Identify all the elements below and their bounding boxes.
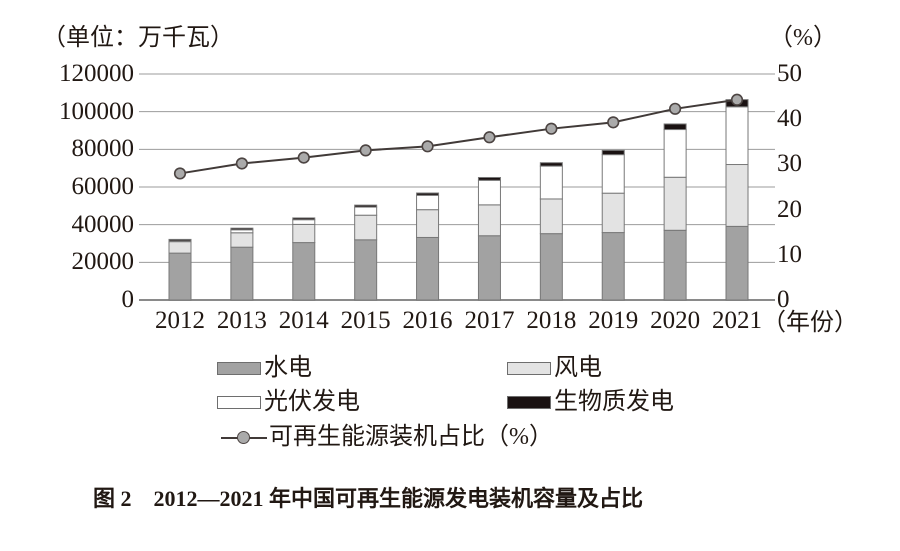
trend-marker-2016 — [421, 140, 434, 153]
bar-segment-wind-2016 — [416, 209, 440, 238]
bar-segment-hydro-2014 — [292, 242, 316, 301]
y-axis-right-tick-label: 0 — [777, 286, 790, 313]
x-axis-tick-label: 2019 — [588, 307, 639, 334]
bar-segment-hydro-2016 — [416, 236, 440, 301]
x-axis-tick-label: 2016 — [402, 307, 453, 334]
trend-marker-2012 — [173, 167, 187, 180]
y-axis-right-tick-label: 40 — [777, 105, 802, 133]
bar-segment-wind-2018 — [539, 198, 563, 235]
bar-segment-biomass-2012 — [168, 238, 192, 242]
bar-segment-solar-2018 — [539, 165, 563, 200]
bar-segment-wind-2020 — [663, 176, 687, 231]
left-axis-unit-label: （单位：万千瓦） — [42, 25, 234, 51]
x-axis-tick-label: 2021 — [712, 307, 762, 334]
y-axis-right-tick-label: 50 — [777, 60, 802, 87]
y-axis-left-tick-label: 20000 — [71, 248, 135, 276]
bar-segment-wind-2021 — [725, 164, 749, 227]
line-marker-glyph — [221, 426, 267, 450]
y-axis-left-tick-label: 100000 — [59, 97, 134, 125]
y-axis-left-tick-label: 0 — [121, 286, 135, 313]
trend-marker-2020 — [669, 102, 682, 115]
bar-segment-biomass-2015 — [354, 204, 378, 208]
x-axis-tick-label: 2014 — [278, 307, 329, 334]
legend-dot-icon — [237, 430, 250, 444]
right-axis-unit-label: （%） — [769, 25, 837, 51]
bar-segment-hydro-2019 — [601, 232, 625, 301]
bar-segment-wind-2019 — [601, 192, 625, 234]
bar-segment-solar-2016 — [416, 194, 440, 211]
bar-segment-solar-2021 — [725, 106, 749, 166]
bar-segment-biomass-2018 — [539, 162, 563, 167]
trend-marker-2015 — [359, 144, 372, 157]
trend-line — [179, 98, 738, 175]
bar-segment-hydro-2012 — [168, 252, 192, 301]
y-axis-right-tick-label: 10 — [777, 240, 802, 268]
y-axis-left-tick-label: 80000 — [71, 135, 135, 163]
wind-swatch — [507, 362, 551, 375]
bar-segment-solar-2015 — [354, 206, 378, 216]
bar-segment-biomass-2016 — [416, 192, 440, 196]
legend-item-biomass: 生物质发电 — [507, 389, 674, 416]
bar-segment-hydro-2021 — [725, 225, 749, 301]
legend-item-hydro: 水电 — [217, 355, 312, 382]
bar-segment-biomass-2019 — [601, 149, 625, 156]
bar-segment-biomass-2017 — [477, 176, 501, 181]
x-axis-unit-label: （年份） — [762, 310, 858, 336]
biomass-swatch — [507, 396, 551, 409]
bar-segment-wind-2014 — [292, 223, 316, 244]
bar-segment-solar-2020 — [663, 129, 687, 178]
bar-segment-solar-2014 — [292, 219, 316, 225]
bar-segment-wind-2015 — [354, 214, 378, 241]
trend-marker-2013 — [235, 157, 248, 170]
trend-marker-2019 — [607, 116, 620, 129]
bar-segment-hydro-2017 — [477, 235, 501, 301]
x-axis-tick-label: 2017 — [464, 307, 515, 334]
bar-segment-hydro-2013 — [230, 246, 254, 301]
trend-marker-2014 — [297, 151, 310, 164]
legend-item-share: 可再生能源装机占比（%） — [221, 424, 553, 451]
solar-swatch — [217, 396, 261, 409]
bar-segment-wind-2017 — [477, 204, 501, 237]
trend-marker-2021 — [730, 93, 744, 106]
x-axis-tick-label: 2012 — [155, 307, 205, 334]
legend-label-hydro: 水电 — [264, 355, 312, 381]
y-axis-left-tick-label: 60000 — [71, 173, 135, 200]
bar-segment-biomass-2013 — [230, 227, 254, 231]
bar-segment-biomass-2014 — [292, 217, 316, 221]
trend-marker-2017 — [483, 131, 496, 144]
x-axis-tick-label: 2013 — [216, 307, 267, 334]
figure-caption: 图 2 2012—2021 年中国可再生能源发电装机容量及占比 — [92, 486, 643, 511]
bar-segment-wind-2013 — [230, 232, 254, 248]
bar-segment-hydro-2020 — [663, 229, 687, 301]
x-axis-tick-label: 2020 — [650, 307, 701, 334]
legend-item-solar: 光伏发电 — [217, 389, 360, 416]
x-axis-tick-label: 2018 — [526, 307, 577, 334]
bar-segment-solar-2017 — [477, 179, 501, 206]
bar-segment-hydro-2018 — [539, 233, 563, 301]
y-axis-right-tick-label: 30 — [777, 150, 802, 178]
bar-segment-solar-2019 — [601, 154, 625, 194]
legend-item-wind: 风电 — [507, 355, 602, 382]
bar-segment-hydro-2015 — [354, 239, 378, 301]
legend-label-wind: 风电 — [554, 355, 602, 381]
legend-label-solar: 光伏发电 — [264, 389, 360, 415]
y-axis-left-tick-label: 120000 — [59, 60, 134, 87]
y-axis-right-tick-label: 20 — [777, 195, 802, 223]
hydro-swatch — [217, 362, 261, 375]
bar-segment-wind-2012 — [168, 241, 192, 254]
legend-label-biomass: 生物质发电 — [554, 389, 674, 415]
y-axis-left-tick-label: 40000 — [71, 210, 135, 238]
x-axis-tick-label: 2015 — [340, 307, 391, 334]
bar-segment-biomass-2020 — [663, 123, 687, 131]
trend-marker-2018 — [545, 122, 558, 135]
legend-label-share: 可再生能源装机占比（%） — [269, 424, 553, 450]
